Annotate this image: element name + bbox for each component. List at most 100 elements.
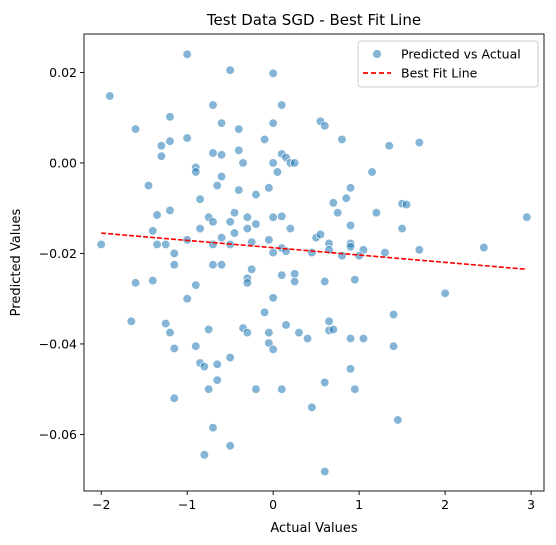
scatter-point	[191, 341, 201, 351]
scatter-point	[148, 275, 158, 286]
y-axis: −0.06 −0.04 −0.02 0.00 0.02	[39, 65, 84, 442]
legend: Predicted vs Actual Best Fit Line	[357, 40, 539, 88]
x-tick-label: 3	[527, 497, 535, 512]
scatter-point	[259, 307, 270, 317]
scatter-point	[161, 318, 171, 329]
scatter-point	[242, 278, 253, 288]
legend-line-label: Best Fit Line	[401, 66, 478, 81]
scatter-point	[337, 134, 347, 145]
scatter-point	[277, 384, 287, 394]
scatter-point	[414, 137, 424, 148]
x-axis: −2 −1 0 1 2 3	[92, 491, 535, 512]
scatter-point	[199, 450, 210, 460]
scatter-point	[341, 193, 351, 203]
scatter-point	[234, 185, 244, 195]
y-tick-label: −0.02	[39, 246, 77, 261]
scatter-point	[204, 324, 214, 335]
scatter-point	[165, 112, 175, 122]
scatter-point	[169, 260, 179, 270]
legend-scatter-marker	[372, 49, 382, 59]
scatter-point	[371, 208, 381, 218]
scatter-point	[384, 141, 394, 151]
scatter-point	[225, 217, 235, 227]
scatter-point	[393, 415, 403, 425]
scatter-point	[264, 338, 274, 348]
x-tick-label: −1	[178, 497, 196, 512]
scatter-point	[156, 151, 167, 161]
scatter-point	[105, 91, 115, 101]
scatter-point	[281, 320, 291, 330]
scatter-point	[277, 211, 287, 221]
chart-title: Test Data SGD - Best Fit Line	[206, 11, 421, 29]
scatter-point	[320, 377, 330, 388]
scatter-point	[182, 133, 192, 143]
y-tick-label: −0.04	[39, 336, 77, 351]
scatter-point	[345, 333, 356, 344]
scatter-point	[358, 333, 369, 344]
legend-box	[357, 40, 539, 88]
x-tick-label: 2	[441, 497, 449, 512]
scatter-point	[345, 183, 356, 193]
y-tick-label: −0.06	[39, 427, 77, 442]
scatter-point	[290, 276, 300, 287]
scatter-point	[414, 245, 424, 255]
scatter-point	[169, 393, 179, 403]
scatter-point	[130, 124, 141, 134]
scatter-point	[401, 199, 412, 210]
scatter-point	[216, 171, 227, 182]
scatter-point	[350, 275, 360, 285]
scatter-point	[522, 212, 532, 222]
scatter-point	[204, 384, 214, 394]
scatter-point	[169, 248, 179, 259]
scatter-point	[195, 223, 205, 234]
scatter-point	[165, 136, 175, 146]
scatter-point	[143, 180, 154, 191]
x-tick-label: 0	[269, 497, 277, 512]
scatter-point	[161, 239, 171, 250]
scatter-point	[208, 148, 218, 158]
scatter-point	[247, 264, 257, 274]
scatter-point	[302, 333, 313, 344]
scatter-point	[440, 288, 450, 298]
scatter-point	[96, 239, 106, 250]
scatter-point	[345, 220, 356, 231]
x-axis-label: Actual Values	[270, 521, 358, 536]
scatter-point	[328, 198, 338, 208]
scatter-point	[324, 316, 334, 326]
scatter-point	[268, 293, 278, 303]
scatter-point	[195, 194, 205, 204]
scatter-point	[126, 316, 136, 326]
scatter-point	[264, 235, 274, 245]
scatter-point	[388, 341, 399, 351]
scatter-point	[208, 423, 218, 433]
scatter-point	[148, 226, 158, 236]
scatter-point	[290, 158, 300, 168]
scatter-point	[225, 352, 235, 363]
scatter-point	[268, 68, 278, 79]
scatter-point	[212, 359, 222, 369]
scatter-point	[191, 280, 201, 290]
scatter-point	[208, 239, 218, 250]
scatter-point	[182, 294, 192, 304]
scatter-point	[238, 158, 248, 168]
scatter-point	[156, 141, 167, 151]
scatter-point	[242, 223, 253, 234]
scatter-point	[229, 228, 240, 238]
scatter-point	[345, 242, 356, 252]
scatter-point	[328, 324, 338, 335]
best-fit-line	[101, 232, 527, 271]
scatter-point	[332, 208, 343, 218]
scatter-point	[345, 364, 356, 374]
points-layer	[96, 49, 532, 477]
scatter-point	[191, 167, 201, 177]
legend-scatter-label: Predicted vs Actual	[401, 47, 521, 62]
scatter-point	[268, 158, 278, 168]
scatter-point	[350, 384, 360, 394]
scatter-point	[199, 361, 210, 372]
scatter-point	[277, 270, 287, 280]
scatter-point	[169, 343, 179, 354]
scatter-point	[315, 229, 326, 240]
scatter-point	[294, 327, 304, 338]
